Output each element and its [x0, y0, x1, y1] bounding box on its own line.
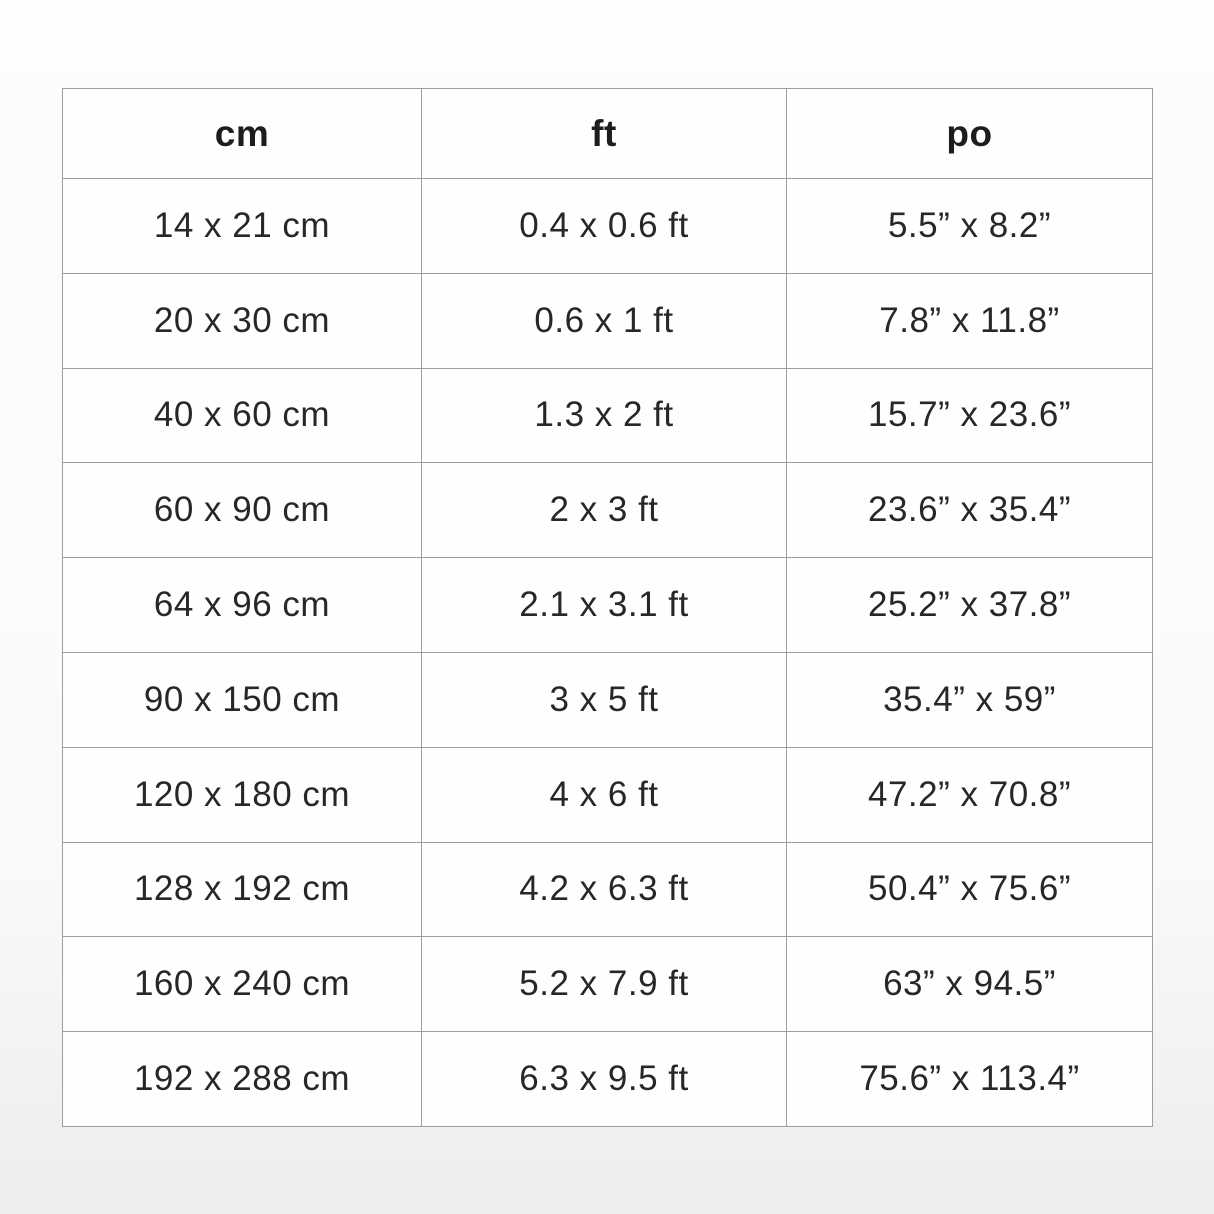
table-cell: 4 x 6 ft [421, 746, 787, 843]
table-cell: 128 x 192 cm [62, 841, 422, 938]
table-body: 14 x 21 cm 0.4 x 0.6 ft 5.5” x 8.2” 20 x 30… [62, 178, 1153, 1127]
table-row: 60 x 90 cm 2 x 3 ft 23.6” x 35.4” [62, 462, 1153, 559]
table-cell: 40 x 60 cm [62, 367, 422, 464]
table-row: 160 x 240 cm 5.2 x 7.9 ft 63” x 94.5” [62, 936, 1153, 1033]
table-cell: 6.3 x 9.5 ft [421, 1031, 787, 1127]
table-cell: 47.2” x 70.8” [786, 746, 1153, 843]
table-cell: 15.7” x 23.6” [786, 367, 1153, 464]
table-cell: 160 x 240 cm [62, 936, 422, 1033]
column-header-cm: cm [62, 88, 422, 179]
table-row: 192 x 288 cm 6.3 x 9.5 ft 75.6” x 113.4” [62, 1031, 1153, 1127]
table-cell: 2.1 x 3.1 ft [421, 557, 787, 653]
table-cell: 4.2 x 6.3 ft [421, 841, 787, 938]
table-cell: 50.4” x 75.6” [786, 841, 1153, 938]
table-cell: 3 x 5 ft [421, 651, 787, 748]
table-cell: 1.3 x 2 ft [421, 367, 787, 464]
table-cell: 0.6 x 1 ft [421, 272, 787, 369]
table-cell: 192 x 288 cm [62, 1031, 422, 1127]
table-cell: 90 x 150 cm [62, 651, 422, 748]
table-row: 64 x 96 cm 2.1 x 3.1 ft 25.2” x 37.8” [62, 557, 1153, 653]
table-cell: 5.5” x 8.2” [786, 178, 1153, 274]
table-row: 20 x 30 cm 0.6 x 1 ft 7.8” x 11.8” [62, 272, 1153, 369]
table-cell: 2 x 3 ft [421, 462, 787, 559]
table-cell: 60 x 90 cm [62, 462, 422, 559]
table-cell: 120 x 180 cm [62, 746, 422, 843]
table-cell: 35.4” x 59” [786, 651, 1153, 748]
table-row: 120 x 180 cm 4 x 6 ft 47.2” x 70.8” [62, 746, 1153, 843]
table-cell: 5.2 x 7.9 ft [421, 936, 787, 1033]
table-header-row: cm ft po [62, 88, 1153, 179]
table-row: 40 x 60 cm 1.3 x 2 ft 15.7” x 23.6” [62, 367, 1153, 464]
table-row: 128 x 192 cm 4.2 x 6.3 ft 50.4” x 75.6” [62, 841, 1153, 938]
table-cell: 25.2” x 37.8” [786, 557, 1153, 653]
table-row: 14 x 21 cm 0.4 x 0.6 ft 5.5” x 8.2” [62, 178, 1153, 274]
table-cell: 14 x 21 cm [62, 178, 422, 274]
table-cell: 7.8” x 11.8” [786, 272, 1153, 369]
table-cell: 0.4 x 0.6 ft [421, 178, 787, 274]
table-cell: 75.6” x 113.4” [786, 1031, 1153, 1127]
column-header-ft: ft [421, 88, 787, 179]
table-row: 90 x 150 cm 3 x 5 ft 35.4” x 59” [62, 651, 1153, 748]
table-cell: 63” x 94.5” [786, 936, 1153, 1033]
table-cell: 20 x 30 cm [62, 272, 422, 369]
column-header-po: po [786, 88, 1153, 179]
table-cell: 23.6” x 35.4” [786, 462, 1153, 559]
size-conversion-table: cm ft po 14 x 21 cm 0.4 x 0.6 ft 5.5” x 8.… [62, 88, 1153, 1127]
table-cell: 64 x 96 cm [62, 557, 422, 653]
